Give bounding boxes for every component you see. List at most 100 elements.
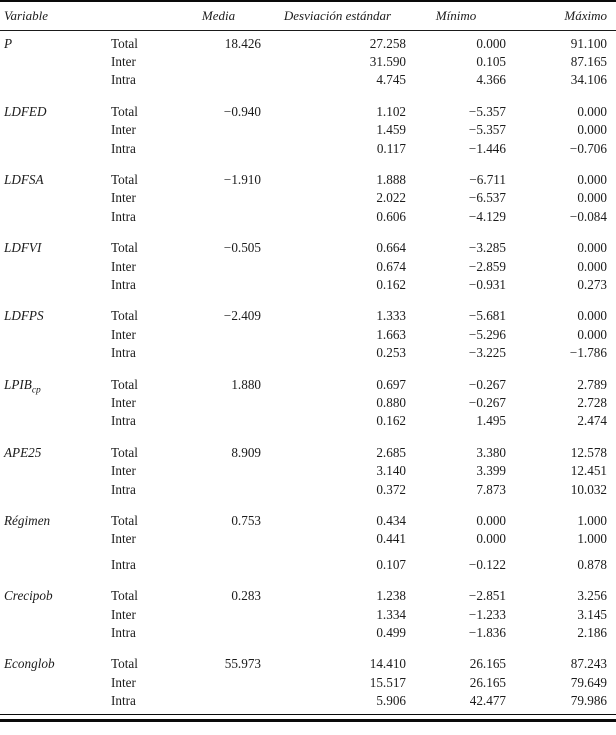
table-row: Inter 0.880 −0.267 2.728	[0, 394, 616, 412]
min-value: −6.537	[468, 190, 506, 206]
table-row: Intra 0.162 1.495 2.474	[0, 412, 616, 430]
scope-label: Inter	[111, 606, 136, 622]
table-row: Inter 2.022 −6.537 0.000	[0, 189, 616, 207]
table-row: Intra 4.745 4.366 34.106	[0, 71, 616, 89]
table-row: Inter 0.441 0.000 1.000	[0, 530, 616, 548]
variable-name: Régimen	[4, 513, 51, 529]
header-desviacion-estandar: Desviación estándar	[261, 1, 406, 31]
media-value	[176, 481, 261, 499]
sd-value: 0.880	[376, 395, 406, 410]
max-value: 2.728	[577, 395, 607, 410]
scope-label: Intra	[111, 208, 136, 224]
sd-value: 1.333	[376, 308, 406, 324]
media-value: 8.909	[231, 444, 261, 460]
sd-value: 0.606	[376, 208, 406, 224]
min-value: −5.296	[468, 326, 506, 342]
media-value: −0.505	[223, 240, 261, 256]
table-row: LPIBcp Total 1.880 0.697 −0.267 2.789	[0, 363, 616, 395]
variable-name	[0, 530, 111, 548]
sd-value: 1.888	[376, 171, 406, 187]
sd-value: 14.410	[369, 656, 406, 672]
min-value: −5.681	[468, 308, 506, 324]
media-value	[176, 53, 261, 71]
media-value: 0.283	[231, 588, 261, 604]
min-value: −4.129	[468, 208, 506, 224]
table-row: Inter 31.590 0.105 87.165	[0, 53, 616, 71]
table-row: Intra 0.107 −0.122 0.878	[0, 549, 616, 574]
sd-value: 4.745	[376, 72, 406, 88]
media-value	[176, 530, 261, 548]
scope-label: Total	[111, 656, 138, 672]
scope-label: Inter	[111, 53, 136, 69]
max-value: 0.000	[577, 308, 607, 324]
scope-label: Total	[111, 308, 138, 324]
scope-label: Total	[111, 240, 138, 256]
table-row: Crecipob Total 0.283 1.238 −2.851 3.256	[0, 574, 616, 605]
sd-value: 0.107	[376, 556, 406, 572]
table-row: Intra 0.162 −0.931 0.273	[0, 276, 616, 294]
media-value: −2.409	[223, 308, 261, 324]
max-value: −0.706	[569, 140, 607, 156]
table-row: Inter 0.674 −2.859 0.000	[0, 258, 616, 276]
variable-name	[0, 344, 111, 362]
min-value: −0.122	[468, 556, 506, 572]
bottom-thick-rule	[0, 718, 616, 722]
table-row: Econglob Total 55.973 14.410 26.165 87.243	[0, 642, 616, 673]
scope-label: Inter	[111, 674, 136, 690]
table-row: Intra 0.499 −1.836 2.186	[0, 624, 616, 642]
max-value: 87.243	[570, 656, 607, 672]
min-value: −6.711	[469, 171, 506, 187]
variable-name	[0, 121, 111, 139]
variable-name	[0, 394, 111, 412]
scope-label: Inter	[111, 190, 136, 206]
sd-value: 0.499	[376, 625, 406, 641]
sd-value: 1.663	[376, 326, 406, 342]
min-value: −2.859	[468, 258, 506, 274]
min-value: 0.000	[476, 531, 506, 547]
max-value: 12.578	[570, 444, 607, 460]
table-row: Inter 3.140 3.399 12.451	[0, 462, 616, 480]
max-value: 3.256	[577, 588, 607, 604]
media-value	[176, 71, 261, 89]
table-row: Inter 1.334 −1.233 3.145	[0, 606, 616, 624]
sd-value: 0.697	[376, 376, 406, 392]
variable-name: LDFED	[4, 103, 47, 119]
header-minimo: Mínimo	[406, 1, 506, 31]
media-value: 55.973	[224, 656, 261, 672]
sd-value: 0.372	[376, 481, 406, 497]
variable-name	[0, 189, 111, 207]
min-value: −3.225	[468, 345, 506, 361]
variable-name	[0, 53, 111, 71]
min-value: 0.000	[476, 35, 506, 51]
max-value: 79.649	[570, 674, 607, 690]
min-value: 3.380	[476, 444, 506, 460]
variable-name	[0, 140, 111, 158]
variable-name	[0, 481, 111, 499]
sd-value: 0.253	[376, 345, 406, 361]
variable-name	[0, 674, 111, 692]
min-value: −0.267	[468, 395, 506, 410]
max-value: 0.000	[577, 171, 607, 187]
media-value	[176, 462, 261, 480]
media-value	[176, 121, 261, 139]
scope-label: Inter	[111, 531, 136, 547]
variable-name: Econglob	[4, 656, 55, 672]
sd-value: 1.334	[376, 606, 406, 622]
scope-label: Total	[111, 444, 138, 460]
scope-label: Intra	[111, 556, 136, 572]
table-row: LDFED Total −0.940 1.102 −5.357 0.000	[0, 90, 616, 121]
min-value: 26.165	[469, 674, 506, 690]
max-value: 0.878	[577, 556, 607, 572]
sd-value: 3.140	[376, 463, 406, 479]
max-value: −1.786	[569, 345, 607, 361]
max-value: 3.145	[577, 606, 607, 622]
sd-value: 0.434	[376, 513, 406, 529]
table-row: LDFSA Total −1.910 1.888 −6.711 0.000	[0, 158, 616, 189]
scope-label: Intra	[111, 413, 136, 429]
min-value: −1.836	[468, 625, 506, 641]
sd-value: 0.162	[376, 413, 406, 429]
variable-name: Crecipob	[4, 588, 53, 604]
scope-label: Total	[111, 376, 138, 392]
min-value: −1.233	[468, 606, 506, 622]
